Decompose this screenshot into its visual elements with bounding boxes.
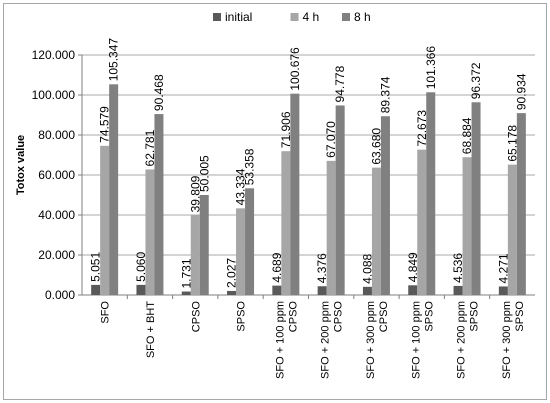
- bar: [290, 93, 300, 295]
- data-label: 4.088: [360, 253, 374, 283]
- bar: [236, 208, 246, 295]
- data-label: 4.689: [270, 252, 284, 282]
- bar: [154, 114, 164, 296]
- data-label: 43.334: [234, 168, 248, 205]
- category-label: SFO + 200 ppm: [320, 301, 332, 379]
- category-label: SFO + 300 ppm: [501, 301, 513, 379]
- category-label: SPSO: [469, 301, 481, 332]
- y-tick-label: 60.000: [38, 168, 75, 182]
- bar: [462, 157, 472, 295]
- bar: [426, 92, 436, 295]
- category-label: CPSO: [378, 301, 390, 333]
- bar: [190, 215, 200, 295]
- bar: [109, 84, 119, 295]
- data-label: 94.778: [333, 65, 347, 102]
- data-label: 90.934: [514, 73, 528, 110]
- bar: [408, 285, 418, 295]
- bar: [281, 151, 291, 295]
- bar: [507, 164, 517, 295]
- y-axis-title: Totox value: [15, 135, 27, 195]
- data-label: 68.884: [460, 117, 474, 154]
- bar: [498, 286, 508, 295]
- data-label: 50.005: [197, 155, 211, 192]
- y-tick-label: 80.000: [38, 128, 75, 142]
- data-label: 90.468: [152, 74, 166, 111]
- data-label: 71.906: [279, 111, 293, 148]
- chart-frame: [3, 3, 547, 400]
- category-label: CPSO: [333, 301, 345, 333]
- category-label: CPSO: [287, 301, 299, 333]
- data-label: 72.673: [415, 110, 429, 147]
- legend-label: initial: [225, 10, 252, 24]
- category-label: SFO: [100, 301, 112, 324]
- category-label: SFO + 100 ppm: [274, 301, 286, 379]
- y-tick-label: 20.000: [38, 248, 75, 262]
- legend-item: 8 h: [342, 10, 371, 24]
- bar: [371, 167, 381, 295]
- data-label: 101.366: [424, 46, 438, 90]
- bar: [227, 290, 237, 295]
- data-label: 63.680: [369, 128, 383, 165]
- bar: [317, 286, 327, 295]
- category-label: SFO + 100 ppm: [410, 301, 422, 379]
- category-label: SPSO: [423, 301, 435, 332]
- legend-swatch: [342, 13, 350, 21]
- bar: [326, 160, 336, 295]
- bar: [362, 286, 372, 295]
- category-label: CPSO: [190, 301, 202, 333]
- data-label: 62.781: [143, 129, 157, 166]
- legend-swatch: [213, 13, 221, 21]
- data-label: 96.372: [469, 62, 483, 99]
- legend-swatch: [290, 13, 299, 21]
- y-tick-label: 120.000: [32, 48, 76, 62]
- data-label: 4.376: [315, 253, 329, 283]
- y-tick-label: 40.000: [38, 208, 75, 222]
- category-labels: SFO SFO + BHT CPSO SPSO SFO + 100 ppm CPSO SFO…: [100, 301, 526, 379]
- data-label: 105.347: [107, 38, 121, 82]
- bar: [453, 285, 463, 295]
- legend-label: 4 h: [303, 10, 320, 24]
- category-label: SFO + BHT: [145, 301, 157, 358]
- bar: [181, 291, 191, 295]
- category-label: SPSO: [514, 301, 526, 332]
- y-tick-label: 100.000: [32, 88, 76, 102]
- category-label: SPSO: [236, 301, 248, 332]
- data-label: 1.731: [179, 258, 193, 288]
- data-label: 74.579: [98, 106, 112, 143]
- bar: [272, 285, 282, 295]
- data-label: 67.070: [324, 121, 338, 158]
- category-label: SFO + 200 ppm: [456, 301, 468, 379]
- data-label: 89.374: [378, 76, 392, 113]
- bar: [516, 113, 526, 295]
- bar: [471, 102, 481, 295]
- data-label: 4.536: [451, 253, 465, 283]
- bar: [335, 105, 345, 295]
- bar: [417, 149, 427, 295]
- data-label: 5.051: [89, 252, 103, 282]
- bar: [91, 284, 101, 295]
- data-labels: 5.051 74.579 105.347 5.060 62.781 90.468 1.731…: [89, 38, 529, 289]
- bar: [136, 284, 146, 295]
- data-label: 100.676: [288, 47, 302, 91]
- data-label: 4.271: [496, 253, 510, 283]
- legend-item: 4 h: [290, 10, 320, 24]
- data-label: 39.809: [188, 175, 202, 212]
- legend-label: 8 h: [354, 10, 371, 24]
- bar: [199, 194, 209, 295]
- legend-item: initial: [213, 10, 252, 24]
- data-label: 65.178: [505, 125, 519, 162]
- legend: initial 4 h 8 h: [213, 10, 371, 24]
- data-label: 53.358: [243, 148, 257, 185]
- bar: [245, 188, 255, 295]
- data-label: 4.849: [406, 252, 420, 282]
- bars: [91, 84, 526, 296]
- bar: [100, 145, 110, 295]
- bar: [380, 116, 390, 295]
- data-label: 2.027: [225, 258, 239, 288]
- y-tick-label: 0.000: [45, 288, 75, 302]
- data-label: 5.060: [134, 252, 148, 282]
- bar: [145, 169, 155, 295]
- category-label: SFO + 300 ppm: [365, 301, 377, 379]
